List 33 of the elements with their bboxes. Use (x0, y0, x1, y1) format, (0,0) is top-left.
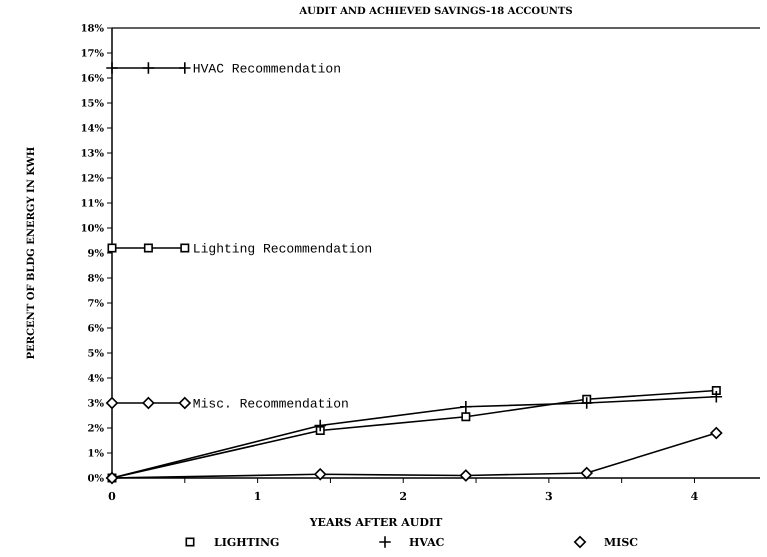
x-tick-label: 0 (108, 490, 116, 503)
legend-label: MISC (604, 536, 638, 549)
x-tick-label: 2 (399, 490, 408, 503)
y-tick-label: 7% (88, 298, 104, 310)
y-tick-label: 1% (88, 448, 104, 460)
y-tick-label: 9% (88, 248, 104, 260)
y-tick-label: 3% (88, 398, 104, 410)
y-tick-label: 8% (88, 274, 104, 284)
y-tick-label: 17% (80, 48, 104, 60)
y-tick-label: 12% (80, 174, 104, 184)
annotation: HVAC Recommendation (192, 62, 342, 77)
y-tick-label: 14% (80, 124, 104, 134)
x-tick-label: 1 (254, 490, 262, 503)
y-tick-label: 10% (80, 224, 104, 234)
x-axis-title: YEARS AFTER AUDIT (308, 516, 444, 529)
annotation: Lighting Recommendation (192, 242, 372, 257)
legend-label: HVAC (409, 536, 445, 549)
y-tick-label: 18% (80, 24, 104, 34)
annotation: Misc. Recommendation (192, 396, 349, 412)
x-tick-label: 4 (690, 490, 699, 503)
y-tick-label: 4% (88, 374, 104, 384)
y-tick-label: 5% (88, 348, 104, 360)
x-tick-label: 3 (545, 490, 553, 503)
y-tick-label: 6% (88, 324, 104, 334)
y-tick-label: 2% (88, 424, 104, 434)
y-tick-label: 16% (80, 74, 104, 84)
y-tick-label: 11% (80, 198, 104, 210)
y-tick-label: 15% (80, 98, 104, 110)
y-tick-label: 13% (80, 148, 104, 160)
legend-label: LIGHTING (214, 536, 280, 549)
y-tick-label: 0% (88, 474, 104, 484)
chart-title: AUDIT AND ACHIEVED SAVINGS-18 ACCOUNTS (298, 6, 573, 17)
y-axis-title: PERCENT OF BLDG ENERGY IN KWH (26, 146, 37, 360)
